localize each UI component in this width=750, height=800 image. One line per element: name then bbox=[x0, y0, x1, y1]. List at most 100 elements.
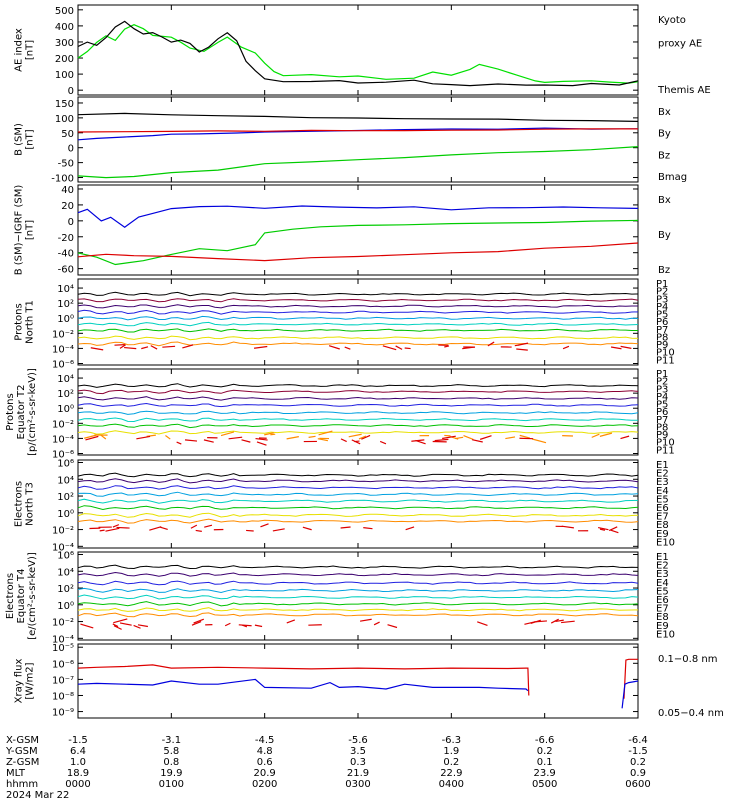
channel-fragment bbox=[487, 341, 495, 347]
channel-fragment bbox=[599, 432, 613, 437]
ephemeris-value: 0400 bbox=[439, 779, 464, 790]
y-axis-label: Equator T4 bbox=[16, 569, 27, 624]
ephemeris-value: 0300 bbox=[345, 779, 370, 790]
channel-line bbox=[77, 498, 639, 504]
channel-fragment bbox=[373, 621, 380, 626]
channel-fragment bbox=[133, 624, 141, 629]
channel-fragment bbox=[395, 345, 403, 350]
legend-label: E10 bbox=[656, 537, 675, 548]
panel-7: 10⁶ 10⁴ 10² 10⁰ 10⁻² 10⁻⁴ Electrons Equator T4[… bbox=[5, 551, 675, 646]
channel-fragment bbox=[228, 436, 243, 440]
channel-line bbox=[77, 505, 639, 511]
channel-fragment bbox=[184, 439, 198, 442]
panel-8: 10⁻⁵ 10⁻⁶ 10⁻⁷ 10⁻⁸ 10⁻⁹ Xray flux [W/m2] 0.1−0… bbox=[14, 643, 724, 719]
channel-fragment bbox=[359, 618, 372, 622]
series-line bbox=[77, 146, 639, 179]
y-axis-label: North T1 bbox=[25, 300, 36, 344]
ephemeris-value: 0100 bbox=[159, 779, 184, 790]
ephemeris-value: 22.9 bbox=[440, 768, 462, 779]
legend-label: E5 bbox=[656, 494, 669, 505]
channel-fragment bbox=[85, 435, 99, 441]
legend-label: P10 bbox=[656, 348, 675, 359]
ephemeris-value: 4.8 bbox=[257, 746, 273, 757]
channel-fragment bbox=[610, 346, 622, 350]
ephemeris-value: 19.9 bbox=[160, 768, 182, 779]
channel-fragment bbox=[100, 434, 107, 440]
y-tick-label: 10⁻⁶ bbox=[52, 659, 74, 670]
channel-fragment bbox=[286, 619, 296, 624]
channel-fragment bbox=[141, 346, 149, 350]
channel-fragment bbox=[84, 434, 97, 439]
legend-label: E4 bbox=[656, 486, 669, 497]
channel-fragment bbox=[193, 618, 204, 624]
channel-line bbox=[77, 491, 639, 497]
y-tick-label: 20 bbox=[61, 201, 74, 212]
y-tick-label: 150 bbox=[55, 99, 74, 110]
ephemeris-value: 0600 bbox=[625, 779, 650, 790]
y-tick-label: 300 bbox=[55, 38, 74, 49]
ephemeris-value: -6.6 bbox=[535, 735, 555, 746]
channel-fragment bbox=[610, 529, 619, 534]
legend-label: E2 bbox=[656, 561, 669, 572]
channel-line bbox=[77, 564, 639, 570]
channel-line bbox=[77, 580, 639, 586]
channel-fragment bbox=[318, 430, 333, 436]
channel-fragment bbox=[119, 344, 126, 349]
legend-label: P5 bbox=[656, 400, 668, 411]
channel-fragment bbox=[379, 440, 387, 445]
channel-line bbox=[77, 335, 639, 341]
y-tick-label: 10⁰ bbox=[57, 509, 74, 520]
ephemeris-value: 0.2 bbox=[537, 746, 553, 757]
legend-label: E5 bbox=[656, 586, 669, 597]
legend-label: E9 bbox=[656, 621, 669, 632]
channel-fragment bbox=[344, 346, 351, 350]
channel-fragment bbox=[286, 436, 299, 440]
legend-label: P11 bbox=[656, 445, 675, 456]
channel-fragment bbox=[562, 345, 570, 350]
y-axis-label: AE index bbox=[14, 28, 25, 72]
y-tick-label: 10⁻² bbox=[52, 329, 74, 340]
ephemeris-value: 0.1 bbox=[537, 757, 553, 768]
channel-line bbox=[77, 309, 639, 315]
y-tick-label: 0 bbox=[68, 86, 74, 97]
y-axis-label: B (SM) bbox=[14, 123, 25, 156]
channel-fragment bbox=[241, 624, 248, 628]
date-label: 2024 Mar 22 bbox=[6, 790, 69, 800]
channel-line bbox=[77, 478, 639, 484]
series-line bbox=[621, 680, 639, 709]
ephemeris-value: -4.5 bbox=[255, 735, 275, 746]
channel-fragment bbox=[90, 347, 104, 351]
panel-frame bbox=[77, 459, 639, 549]
channel-fragment bbox=[505, 436, 516, 440]
channel-fragment bbox=[598, 526, 609, 531]
y-tick-label: 10² bbox=[57, 492, 74, 503]
channel-line bbox=[77, 328, 638, 333]
channel-fragment bbox=[272, 528, 285, 532]
channel-line bbox=[77, 612, 639, 618]
channel-fragment bbox=[405, 526, 415, 531]
legend-label: P8 bbox=[656, 332, 668, 343]
channel-fragment bbox=[328, 345, 340, 350]
legend-label: Bx bbox=[658, 107, 671, 118]
channel-line bbox=[77, 389, 639, 395]
legend-label: By bbox=[658, 129, 671, 140]
channel-fragment bbox=[150, 345, 158, 350]
ephemeris-value: 1.9 bbox=[443, 746, 459, 757]
y-tick-label: 10⁰ bbox=[57, 314, 74, 325]
channel-fragment bbox=[203, 439, 214, 443]
legend-label: Bz bbox=[658, 150, 670, 161]
channel-fragment bbox=[317, 438, 328, 442]
ephemeris-value: -3.1 bbox=[162, 735, 182, 746]
panel-1: 500 400 300 200 100 0 AE index [nT] Kyoto proxy A… bbox=[14, 4, 711, 97]
channel-fragment bbox=[113, 625, 122, 630]
ephemeris-value: 0.8 bbox=[163, 757, 179, 768]
panel-4: 10⁴ 10² 10⁰ 10⁻² 10⁻⁴ 10⁻⁶ Protons North T1 P1P2… bbox=[14, 278, 675, 370]
channel-fragment bbox=[99, 529, 105, 532]
legend-label: E2 bbox=[656, 469, 669, 480]
legend-label: E7 bbox=[656, 604, 669, 615]
y-axis-label: Protons bbox=[14, 303, 25, 340]
legend-label: E3 bbox=[656, 477, 669, 488]
channel-line bbox=[77, 304, 638, 309]
legend-label: P4 bbox=[656, 392, 668, 403]
y-axis-label: [nT] bbox=[25, 40, 36, 60]
